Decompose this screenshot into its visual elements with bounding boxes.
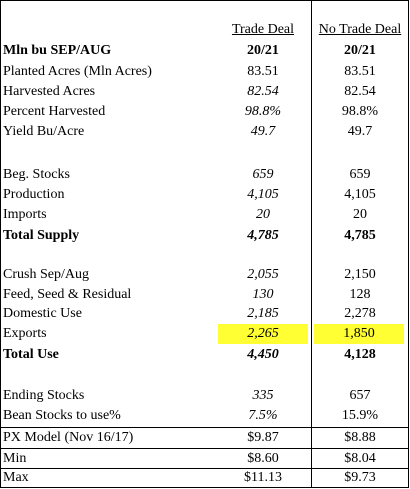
no-trade-value: 20/21	[344, 43, 376, 58]
row-label: Harvested Acres	[3, 84, 96, 99]
trade-value: 83.51	[247, 64, 279, 79]
no-trade-value: 4,785	[344, 228, 376, 243]
trade-value: 20/21	[247, 43, 279, 58]
row-stocks-to-use: Bean Stocks to use% 7.5% 15.9%	[1, 406, 408, 426]
row-label: Yield Bu/Acre	[3, 124, 85, 139]
row-exports: Exports 2,265 1,850	[1, 324, 408, 344]
row-label: Domestic Use	[3, 306, 82, 321]
no-trade-value-highlighted: 1,850	[314, 324, 404, 344]
row-label: Production	[3, 187, 65, 202]
trade-value: 98.8%	[244, 104, 282, 119]
row-total-supply: Total Supply 4,785 4,785	[1, 226, 408, 246]
row-yield: Yield Bu/Acre 49.7 49.7	[1, 122, 408, 142]
row-label: Total Use	[3, 347, 59, 362]
row-label: Bean Stocks to use%	[3, 408, 121, 423]
no-trade-value: 2,150	[344, 267, 376, 282]
trade-value: 335	[252, 388, 274, 403]
trade-value: 4,105	[247, 187, 279, 202]
no-trade-value: 2,278	[344, 306, 376, 321]
row-min: Min $8.60 $8.04	[1, 449, 408, 469]
column-divider	[311, 1, 312, 488]
row-label: PX Model (Nov 16/17)	[3, 430, 134, 445]
trade-value: 20	[256, 207, 270, 222]
row-label: Feed, Seed & Residual	[3, 287, 132, 302]
row-label: Ending Stocks	[3, 388, 85, 403]
no-trade-value: 98.8%	[341, 104, 379, 119]
trade-value: 2,185	[247, 306, 279, 321]
row-px-model: PX Model (Nov 16/17) $9.87 $8.88	[1, 428, 408, 448]
trade-value-highlighted: 2,265	[218, 324, 308, 344]
trade-value: 2,055	[247, 267, 279, 282]
title-row: Mln bu SEP/AUG 20/21 20/21	[1, 41, 408, 61]
row-label: Percent Harvested	[3, 104, 106, 119]
separator-line	[1, 448, 408, 449]
row-beg-stocks: Beg. Stocks 659 659	[1, 165, 408, 185]
row-label: Exports	[3, 326, 47, 341]
no-trade-value: $8.04	[344, 451, 376, 466]
header-row: Trade Deal No Trade Deal	[1, 20, 408, 40]
row-label: Mln bu SEP/AUG	[3, 43, 112, 58]
trade-value: 4,450	[247, 347, 279, 362]
trade-value: 4,785	[247, 228, 279, 243]
header-no-trade-deal: No Trade Deal	[318, 22, 402, 37]
no-trade-value: 4,128	[344, 347, 376, 362]
separator-line	[1, 468, 408, 469]
no-trade-value: 4,105	[344, 187, 376, 202]
separator-line	[1, 427, 408, 428]
row-label: Imports	[3, 207, 47, 222]
row-percent-harvested: Percent Harvested 98.8% 98.8%	[1, 102, 408, 122]
row-label: Max	[3, 470, 29, 485]
trade-value: 130	[252, 287, 274, 302]
no-trade-value: 49.7	[347, 124, 373, 139]
no-trade-value: 659	[349, 167, 371, 182]
row-domestic-use: Domestic Use 2,185 2,278	[1, 304, 408, 324]
row-label: Min	[3, 451, 27, 466]
header-trade-deal: Trade Deal	[231, 22, 295, 37]
trade-value: $8.60	[247, 451, 279, 466]
trade-value: 659	[252, 167, 274, 182]
trade-value: 49.7	[250, 124, 276, 139]
row-crush: Crush Sep/Aug 2,055 2,150	[1, 265, 408, 285]
row-harvested-acres: Harvested Acres 82.54 82.54	[1, 82, 408, 102]
row-production: Production 4,105 4,105	[1, 185, 408, 205]
no-trade-value: 15.9%	[341, 408, 379, 423]
row-ending-stocks: Ending Stocks 335 657	[1, 386, 408, 406]
row-label: Total Supply	[3, 228, 80, 243]
row-label: Beg. Stocks	[3, 167, 70, 182]
row-label: Planted Acres (Mln Acres)	[3, 64, 152, 79]
row-total-use: Total Use 4,450 4,128	[1, 345, 408, 365]
trade-value: $11.13	[244, 470, 282, 485]
row-planted-acres: Planted Acres (Mln Acres) 83.51 83.51	[1, 62, 408, 82]
trade-value: $9.87	[247, 430, 279, 445]
no-trade-value: 82.54	[344, 84, 376, 99]
no-trade-value: 20	[353, 207, 367, 222]
trade-value: 7.5%	[248, 408, 278, 423]
row-max: Max $11.13 $9.73	[1, 468, 408, 488]
no-trade-value: 83.51	[344, 64, 376, 79]
row-label: Crush Sep/Aug	[3, 267, 89, 282]
no-trade-value: 128	[349, 287, 371, 302]
no-trade-value: $9.73	[344, 470, 376, 485]
row-feed-seed-residual: Feed, Seed & Residual 130 128	[1, 285, 408, 305]
no-trade-value: $8.88	[344, 430, 376, 445]
row-imports: Imports 20 20	[1, 205, 408, 225]
no-trade-value: 657	[349, 388, 371, 403]
trade-value: 82.54	[247, 84, 279, 99]
